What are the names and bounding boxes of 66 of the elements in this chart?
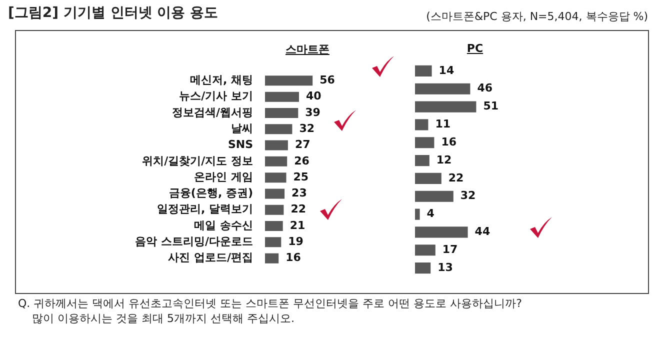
data-label: 16	[286, 251, 302, 264]
data-label: 14	[438, 64, 454, 77]
data-label: 17	[442, 242, 458, 256]
y-tick-label: 금융(은행, 증권)	[168, 186, 253, 200]
data-label: 16	[441, 135, 457, 148]
bar	[265, 237, 282, 248]
data-label: 51	[483, 100, 499, 113]
bar	[265, 172, 286, 183]
y-tick-label: 메신저, 채팅	[190, 74, 253, 87]
series-label: 스마트폰	[284, 42, 330, 57]
y-tick-label: 메일 송수신	[194, 218, 253, 232]
data-label: 32	[460, 189, 476, 202]
bar	[415, 154, 430, 166]
data-label: 11	[435, 118, 451, 131]
bar	[415, 208, 420, 220]
y-tick-label: 날씨	[231, 122, 253, 135]
text: PC	[466, 42, 484, 55]
bar	[265, 92, 299, 102]
bar	[265, 108, 298, 118]
text: 많이 이용하시는 것을 최대 5개까지 선택해 주십시오.	[31, 311, 296, 326]
data-label: 4	[426, 207, 435, 220]
y-tick-label: SNS	[228, 138, 254, 152]
data-label: 40	[306, 90, 322, 103]
y-tick-label: 온라인 게임	[194, 170, 253, 184]
data-label: 19	[288, 235, 304, 248]
data-label: 39	[305, 106, 320, 119]
bar	[415, 226, 468, 238]
data-label: 44	[474, 225, 490, 238]
bar	[265, 221, 283, 232]
y-tick-label: 사진 업로드/편집	[168, 251, 253, 264]
bar	[265, 188, 285, 199]
bar	[415, 137, 434, 148]
text: Q. 귀하께서는 댁에서 유선초고속인터넷 또는 스마트폰 무선인터넷을 주로 어떤 용도로 사용하십니까?	[18, 296, 522, 311]
data-label: 21	[290, 218, 306, 232]
data-label: 56	[320, 74, 336, 87]
bar	[415, 65, 432, 77]
bar	[265, 253, 279, 264]
data-label: 22	[290, 202, 306, 216]
bar	[415, 244, 436, 256]
text: [그림2] 기기별 인터넷 이용 용도	[8, 4, 218, 22]
data-label: 46	[477, 82, 493, 95]
bar	[415, 190, 454, 202]
bar	[265, 124, 292, 134]
data-label: 12	[436, 153, 452, 166]
bar	[415, 119, 428, 130]
y-tick-label: 위치/길찾기/지도 정보	[142, 154, 253, 168]
text: (스마트폰&PC 용자, N=5,404, 복수응답 %)	[426, 9, 648, 24]
y-tick-label: 일정관리, 달력보기	[156, 202, 253, 216]
bar	[265, 76, 313, 86]
bar	[265, 140, 288, 150]
bar	[415, 83, 470, 94]
data-label: 27	[294, 138, 310, 152]
bar	[415, 172, 442, 184]
y-tick-label: 뉴스/기사 보기	[179, 90, 253, 103]
data-label: 13	[438, 260, 453, 274]
data-label: 23	[292, 186, 307, 200]
bar	[415, 101, 476, 112]
y-tick-label: 정보검색/웹서핑	[172, 106, 253, 119]
data-label: 26	[294, 154, 310, 168]
bar	[265, 156, 288, 166]
bar	[415, 262, 431, 274]
bar	[265, 204, 284, 215]
data-label: 25	[293, 170, 309, 184]
y-tick-label: 음악 스트리밍/다운로드	[135, 235, 253, 248]
data-label: 32	[299, 122, 315, 135]
data-label: 22	[448, 171, 464, 184]
